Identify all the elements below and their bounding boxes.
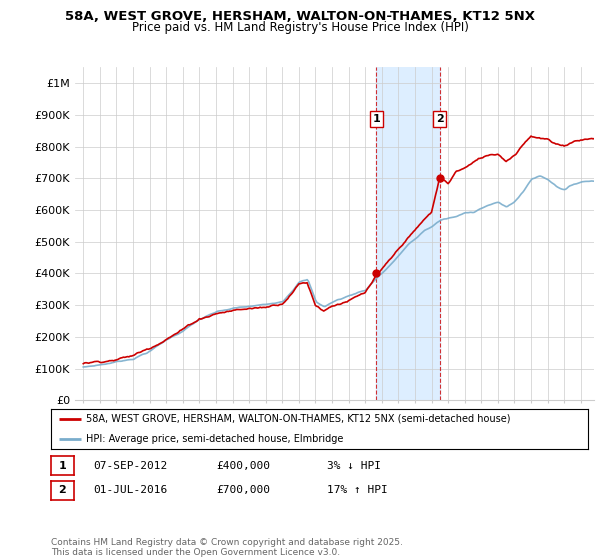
Text: £700,000: £700,000 (216, 486, 270, 495)
Text: 58A, WEST GROVE, HERSHAM, WALTON-ON-THAMES, KT12 5NX: 58A, WEST GROVE, HERSHAM, WALTON-ON-THAM… (65, 10, 535, 22)
Text: Price paid vs. HM Land Registry's House Price Index (HPI): Price paid vs. HM Land Registry's House … (131, 21, 469, 34)
Text: Contains HM Land Registry data © Crown copyright and database right 2025.
This d: Contains HM Land Registry data © Crown c… (51, 538, 403, 557)
Text: HPI: Average price, semi-detached house, Elmbridge: HPI: Average price, semi-detached house,… (86, 434, 343, 444)
Text: £400,000: £400,000 (216, 461, 270, 470)
Text: 1: 1 (59, 461, 66, 470)
Text: 3% ↓ HPI: 3% ↓ HPI (327, 461, 381, 470)
Text: 01-JUL-2016: 01-JUL-2016 (93, 486, 167, 495)
Text: 17% ↑ HPI: 17% ↑ HPI (327, 486, 388, 495)
Text: 1: 1 (373, 114, 380, 124)
Text: 07-SEP-2012: 07-SEP-2012 (93, 461, 167, 470)
Text: 2: 2 (436, 114, 443, 124)
Bar (376, 67, 440, 400)
Text: 2: 2 (59, 486, 66, 495)
Text: 58A, WEST GROVE, HERSHAM, WALTON-ON-THAMES, KT12 5NX (semi-detached house): 58A, WEST GROVE, HERSHAM, WALTON-ON-THAM… (86, 414, 511, 424)
